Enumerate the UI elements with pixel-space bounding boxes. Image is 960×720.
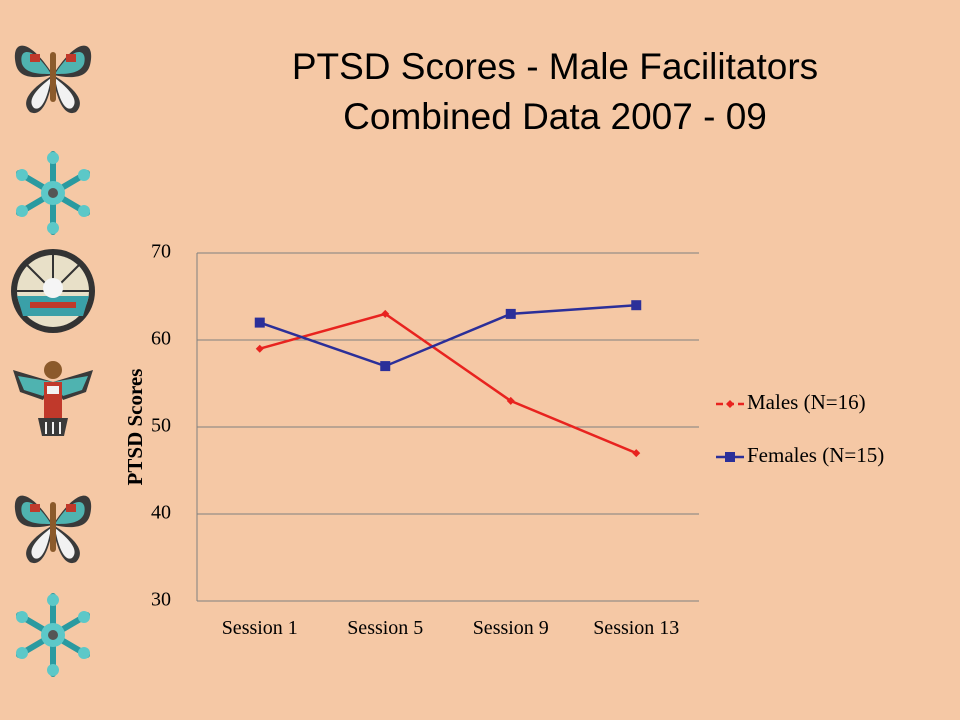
x-tick-label: Session 5 (347, 617, 423, 639)
butterfly-icon (14, 45, 92, 114)
x-tick-label: Session 13 (593, 617, 679, 639)
data-point (631, 300, 642, 311)
y-tick-label: 50 (151, 415, 171, 437)
data-point (505, 308, 516, 319)
data-point (380, 361, 391, 372)
series-females (254, 300, 642, 372)
legend-marker (726, 400, 734, 408)
snowflake-icon (16, 151, 90, 235)
y-tick-label: 30 (151, 589, 171, 611)
y-tick-label: 60 (151, 328, 171, 350)
y-tick-label: 70 (151, 241, 171, 263)
legend: Males (N=16) Females (N=15) (716, 390, 884, 467)
snowflake-icon (16, 593, 90, 677)
legend-label: Males (N=16) (747, 390, 866, 414)
sun-face-icon (11, 249, 95, 333)
tick-labels: 30 40 50 60 70 Session 1 Session 5 Session 9 Ses… (151, 241, 679, 639)
chart-title-line2: Combined Data 2007 - 09 (343, 96, 767, 137)
y-tick-label: 40 (151, 502, 171, 524)
thunderbird-icon (13, 361, 93, 436)
plot-area (196, 253, 699, 602)
decorative-sidebar (0, 0, 110, 720)
series-males (255, 309, 641, 458)
gridlines (197, 252, 699, 515)
data-point (381, 309, 390, 318)
x-tick-label: Session 1 (222, 617, 298, 639)
legend-marker (725, 452, 735, 462)
series-layer (254, 300, 642, 458)
legend-item: Males (N=16) (716, 390, 866, 414)
y-axis-title: PTSD Scores (123, 369, 147, 486)
chart-title-line1: PTSD Scores - Male Facilitators (291, 46, 819, 87)
data-point (632, 449, 641, 458)
data-point (255, 344, 264, 353)
chart-title: PTSD Scores - Male Facilitators Combined… (150, 42, 960, 142)
butterfly-icon (14, 495, 92, 564)
x-tick-label: Session 9 (473, 617, 549, 639)
series-line (259, 312, 637, 455)
data-point (254, 317, 265, 328)
data-point (506, 396, 515, 405)
legend-item: Females (N=15) (716, 443, 884, 467)
series-line (259, 303, 637, 368)
legend-label: Females (N=15) (747, 443, 884, 467)
